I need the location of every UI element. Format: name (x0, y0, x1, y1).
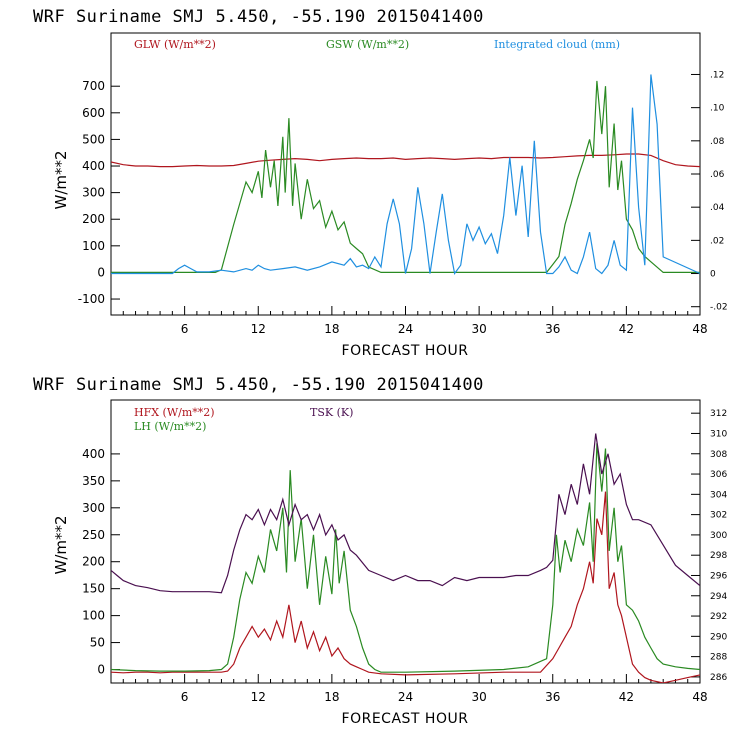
chart-top-x-axis: 6 12 18 24 30 36 42 48 (122, 306, 708, 336)
y-tick-label: 150 (82, 582, 105, 596)
right-tick-label: .06 (710, 170, 725, 180)
series-line-integrated (111, 74, 700, 275)
right-tick-label: 292 (710, 612, 727, 622)
x-tick-label: 6 (181, 690, 189, 704)
legend-tsk: TSK (K) (310, 406, 353, 419)
chart-bottom-y-label: W/m**2 (52, 515, 70, 574)
y-tick-label: -100 (78, 292, 105, 306)
y-tick-label: 200 (82, 212, 105, 226)
y-tick-label: 200 (82, 555, 105, 569)
chart-bottom-title: WRF Suriname SMJ 5.450, -55.190 20150414… (33, 375, 484, 395)
right-tick-label: 0 (710, 270, 716, 280)
series-line-glw (111, 153, 700, 168)
chart-top-x-label: FORECAST HOUR (342, 343, 469, 359)
x-tick-label: 30 (471, 690, 486, 704)
right-tick-label: 290 (710, 632, 727, 642)
right-tick-label: 288 (710, 653, 727, 663)
y-tick-label: 700 (82, 79, 105, 93)
x-tick-label: 42 (619, 322, 634, 336)
right-tick-label: .04 (710, 203, 725, 213)
y-tick-label: 400 (82, 159, 105, 173)
x-tick-label: 36 (545, 322, 560, 336)
x-tick-label: 24 (398, 690, 413, 704)
y-tick-label: 100 (82, 239, 105, 253)
y-tick-label: 300 (82, 501, 105, 515)
y-tick-label: 600 (82, 106, 105, 120)
chart-top-y-label: W/m**2 (52, 150, 70, 209)
legend-glw: GLW (W/m**2) (134, 38, 216, 51)
x-tick-label: 12 (251, 690, 266, 704)
legend-integrated-cloud: Integrated cloud (mm) (494, 38, 620, 51)
y-tick-label: 500 (82, 132, 105, 146)
chart-bottom-y-axis: 0 50 100 150 200 250 300 350 400 (82, 447, 120, 677)
legend-hfx: HFX (W/m**2) (134, 406, 215, 419)
right-tick-label: 312 (710, 409, 727, 419)
y-tick-label: 400 (82, 447, 105, 461)
right-tick-label: 298 (710, 551, 727, 561)
y-tick-label: 300 (82, 186, 105, 200)
right-tick-label: 302 (710, 511, 727, 521)
right-tick-label: 296 (710, 571, 727, 581)
chart-top-series (111, 74, 700, 275)
series-line-tsk (111, 433, 700, 594)
series-line-lh (111, 443, 700, 673)
series-line-gsw (111, 80, 700, 273)
chart-bottom-right-axis: 286 288 290 292 294 296 298 300 302 304 306 308 310 3… (691, 409, 727, 683)
chart-top: WRF Suriname SMJ 5.450, -55.190 20150414… (33, 7, 728, 359)
x-tick-label: 6 (181, 322, 189, 336)
right-tick-label: 294 (710, 592, 727, 602)
right-tick-label: .08 (710, 137, 725, 147)
right-tick-label: -.02 (710, 303, 728, 313)
series-line-hfx (111, 491, 700, 683)
chart-top-y-axis: -100 0 100 200 300 400 500 600 700 (78, 79, 120, 306)
y-tick-label: 350 (82, 474, 105, 488)
chart-bottom-series (111, 433, 700, 683)
chart-bottom-x-label: FORECAST HOUR (342, 711, 469, 727)
x-tick-label: 30 (471, 322, 486, 336)
x-tick-label: 48 (692, 690, 707, 704)
right-tick-label: 306 (710, 470, 727, 480)
x-tick-label: 18 (324, 690, 339, 704)
chart-bottom-frame (110, 399, 701, 684)
x-tick-label: 12 (251, 322, 266, 336)
y-tick-label: 0 (97, 663, 105, 677)
right-tick-label: 286 (710, 673, 727, 683)
x-tick-label: 24 (398, 322, 413, 336)
legend-lh: LH (W/m**2) (134, 420, 206, 433)
right-tick-label: 308 (710, 450, 727, 460)
y-tick-label: 100 (82, 609, 105, 623)
y-tick-label: 50 (90, 636, 105, 650)
right-tick-label: 300 (710, 531, 727, 541)
x-tick-label: 18 (324, 322, 339, 336)
chart-top-title: WRF Suriname SMJ 5.450, -55.190 20150414… (33, 7, 484, 27)
y-tick-label: 250 (82, 528, 105, 542)
chart-bottom: WRF Suriname SMJ 5.450, -55.190 20150414… (33, 375, 727, 727)
chart-bottom-x-axis: 6 12 18 24 30 36 42 48 (122, 674, 708, 704)
y-tick-label: 0 (97, 265, 105, 279)
chart-top-right-axis: -.02 0 .02 .04 .06 .08 .10 .12 (691, 70, 728, 313)
x-tick-label: 48 (692, 322, 707, 336)
right-tick-label: 310 (710, 429, 727, 439)
x-tick-label: 36 (545, 690, 560, 704)
right-tick-label: 304 (710, 490, 727, 500)
legend-gsw: GSW (W/m**2) (326, 38, 409, 51)
x-tick-label: 42 (619, 690, 634, 704)
right-tick-label: .10 (710, 104, 725, 114)
right-tick-label: .12 (710, 70, 724, 80)
right-tick-label: .02 (710, 236, 724, 246)
